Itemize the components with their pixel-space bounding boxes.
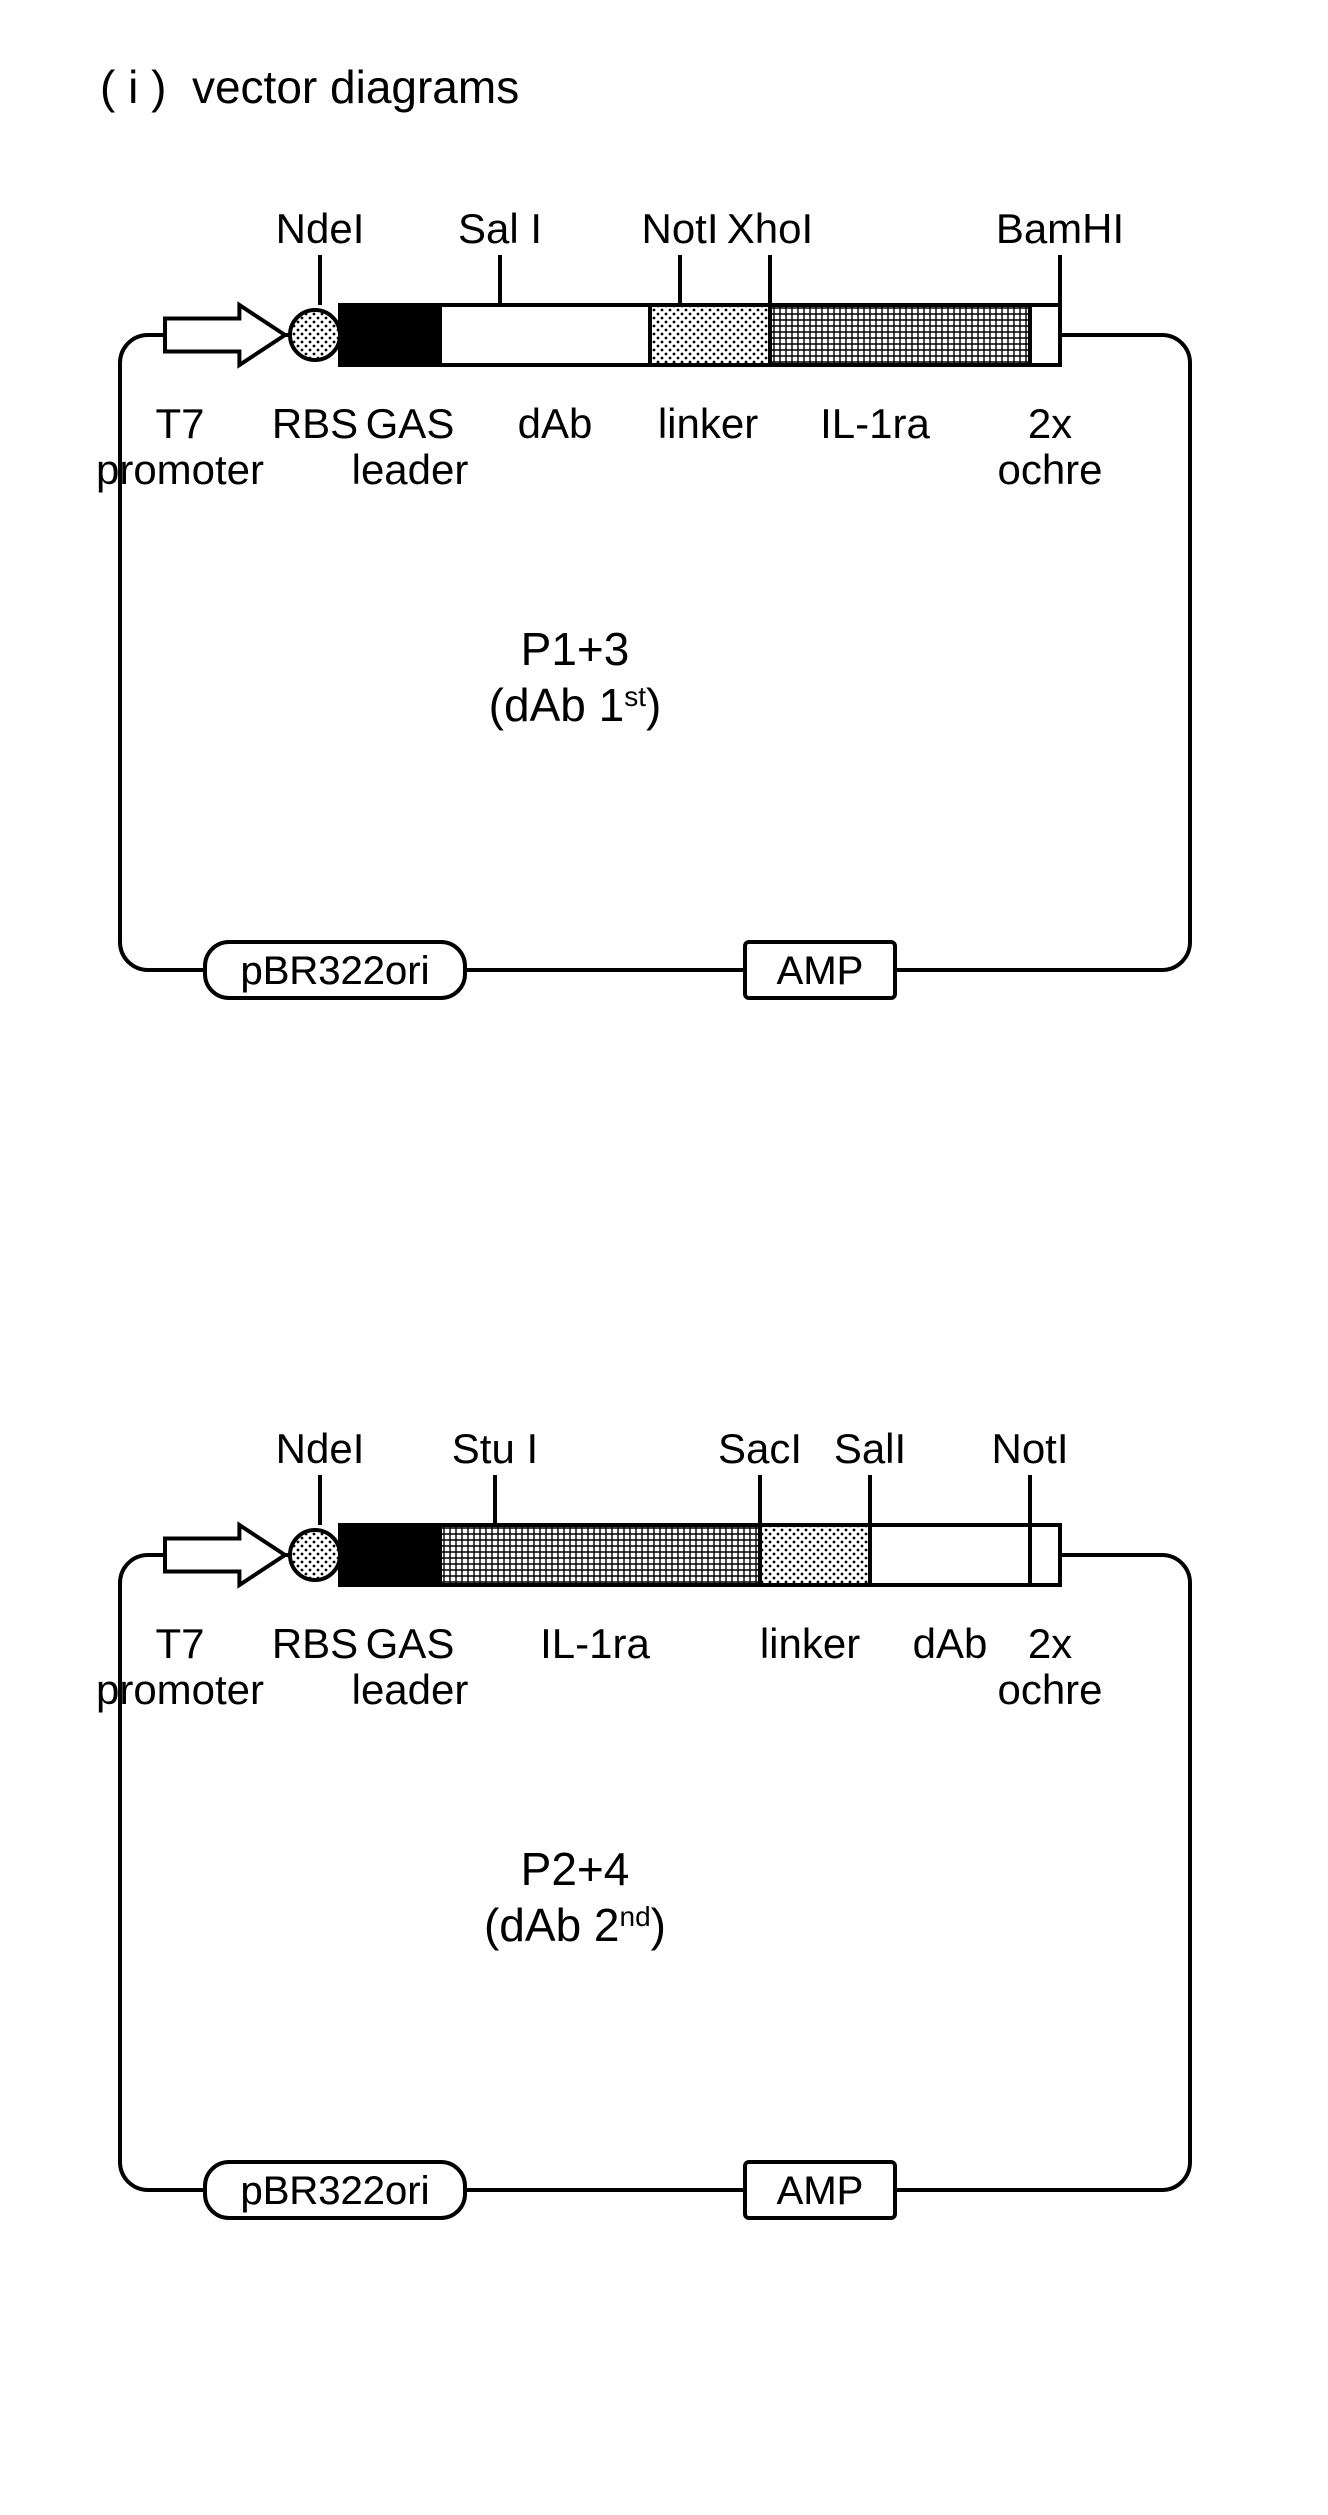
svg-text:pBR322ori: pBR322ori: [240, 2169, 429, 2213]
center-label-2: (dAb 1st): [489, 679, 662, 731]
center-label-1: P1+3: [521, 623, 630, 675]
segment-2x-ochre: [1030, 305, 1060, 365]
under-label: IL-1ra: [820, 400, 930, 447]
under-label: T7: [155, 400, 204, 447]
t7-promoter-arrow: [165, 305, 285, 365]
vector-P2+4: pBR322ori AMP NdeI Stu I SacI SalI NotI T7promo…: [96, 1425, 1190, 2218]
under-label: dAb: [518, 400, 593, 447]
svg-text:pBR322ori: pBR322ori: [240, 949, 429, 993]
under-label: GAS: [366, 1620, 455, 1667]
under-label: linker: [760, 1620, 860, 1667]
center-label-1: P2+4: [521, 1843, 630, 1895]
segment-gas-leader: [340, 1525, 440, 1585]
under-label: dAb: [913, 1620, 988, 1667]
under-label: ochre: [997, 1666, 1102, 1713]
under-label: linker: [658, 400, 758, 447]
site-label-noti: NotI: [641, 205, 718, 252]
under-label: promoter: [96, 1666, 264, 1713]
site-label-bamhi: BamHI: [996, 205, 1124, 252]
site-label-sali: SalI: [834, 1425, 906, 1472]
center-label-2: (dAb 2nd): [484, 1899, 666, 1951]
under-label: promoter: [96, 446, 264, 493]
diagram-canvas: pBR322oriAMPNdeISal INotIXhoIBamHIT7prom…: [0, 0, 1328, 2515]
vector-P1+3: pBR322ori AMP NdeI Sal I NotIXhoI BamHI T7prom…: [96, 205, 1190, 998]
segment-2x-ochre: [1030, 1525, 1060, 1585]
svg-text:AMP: AMP: [777, 2169, 864, 2213]
site-label-stu i: Stu I: [452, 1425, 538, 1472]
under-label: T7: [155, 1620, 204, 1667]
segment-dab: [870, 1525, 1030, 1585]
site-label-ndei: NdeI: [276, 205, 365, 252]
segment-il-1ra: [770, 305, 1030, 365]
svg-text:AMP: AMP: [777, 949, 864, 993]
under-label: 2x: [1028, 400, 1072, 447]
segment-linker: [650, 305, 770, 365]
under-label: ochre: [997, 446, 1102, 493]
site-label-sal i: Sal I: [458, 205, 542, 252]
rbs-circle: [290, 310, 340, 360]
t7-promoter-arrow: [165, 1525, 285, 1585]
under-label: RBS: [272, 400, 358, 447]
segment-linker: [760, 1525, 870, 1585]
under-label: leader: [352, 446, 469, 493]
segment-gas-leader: [340, 305, 440, 365]
under-label: leader: [352, 1666, 469, 1713]
site-label-noti: NotI: [991, 1425, 1068, 1472]
site-label-saci: SacI: [718, 1425, 802, 1472]
rbs-circle: [290, 1530, 340, 1580]
under-label: 2x: [1028, 1620, 1072, 1667]
site-label-ndei: NdeI: [276, 1425, 365, 1472]
under-label: IL-1ra: [540, 1620, 650, 1667]
under-label: GAS: [366, 400, 455, 447]
segment-il-1ra: [440, 1525, 760, 1585]
segment-dab: [440, 305, 650, 365]
site-label-xhoi: XhoI: [727, 205, 813, 252]
under-label: RBS: [272, 1620, 358, 1667]
